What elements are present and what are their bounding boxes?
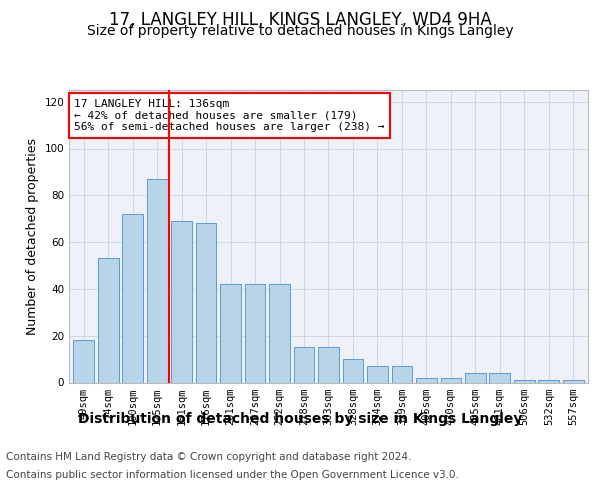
Bar <box>563 380 584 382</box>
Bar <box>465 373 486 382</box>
Text: 17 LANGLEY HILL: 136sqm
← 42% of detached houses are smaller (179)
56% of semi-d: 17 LANGLEY HILL: 136sqm ← 42% of detache… <box>74 99 385 132</box>
Bar <box>171 221 192 382</box>
Bar <box>343 359 364 382</box>
Bar <box>73 340 94 382</box>
Text: 17, LANGLEY HILL, KINGS LANGLEY, WD4 9HA: 17, LANGLEY HILL, KINGS LANGLEY, WD4 9HA <box>109 11 491 29</box>
Bar <box>122 214 143 382</box>
Text: Distribution of detached houses by size in Kings Langley: Distribution of detached houses by size … <box>78 412 522 426</box>
Bar <box>490 373 510 382</box>
Bar <box>538 380 559 382</box>
Y-axis label: Number of detached properties: Number of detached properties <box>26 138 39 335</box>
Bar <box>318 348 339 382</box>
Bar <box>245 284 265 382</box>
Bar <box>392 366 412 382</box>
Bar <box>367 366 388 382</box>
Text: Size of property relative to detached houses in Kings Langley: Size of property relative to detached ho… <box>86 24 514 38</box>
Bar <box>220 284 241 382</box>
Bar <box>196 224 217 382</box>
Bar <box>98 258 119 382</box>
Bar <box>416 378 437 382</box>
Text: Contains HM Land Registry data © Crown copyright and database right 2024.: Contains HM Land Registry data © Crown c… <box>6 452 412 462</box>
Bar <box>269 284 290 382</box>
Bar <box>514 380 535 382</box>
Text: Contains public sector information licensed under the Open Government Licence v3: Contains public sector information licen… <box>6 470 459 480</box>
Bar <box>293 348 314 382</box>
Bar <box>147 179 167 382</box>
Bar <box>440 378 461 382</box>
